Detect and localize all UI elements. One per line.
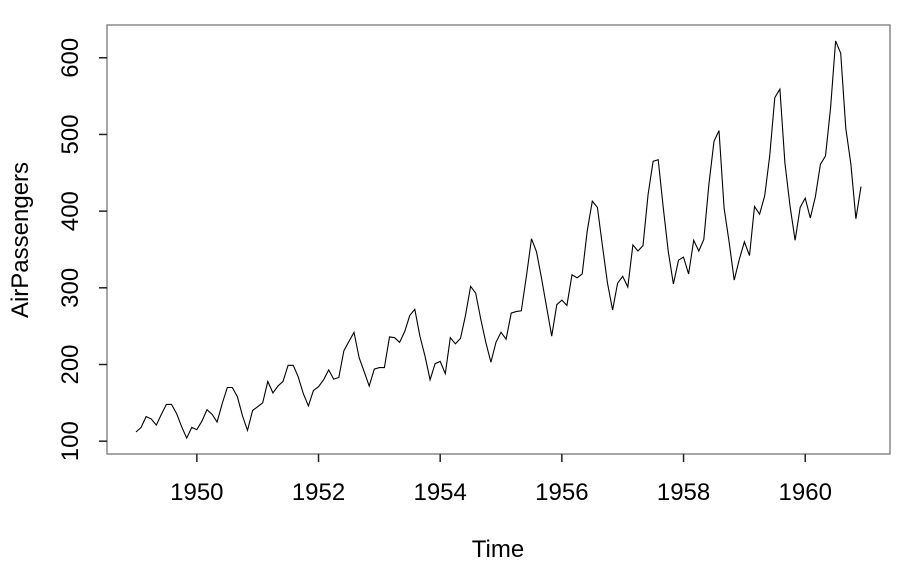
x-tick-label: 1952 [292, 479, 345, 506]
y-tick-label: 300 [57, 268, 84, 308]
x-tick-label: 1950 [170, 479, 223, 506]
y-tick-label: 500 [57, 114, 84, 154]
x-axis-title: Time [472, 536, 524, 563]
data-series [135, 40, 862, 440]
series-line [135, 40, 862, 440]
y-axis: 100 200 300 400 500 600 [57, 38, 107, 461]
y-tick-label: 100 [57, 421, 84, 461]
y-tick-label: 600 [57, 38, 84, 78]
x-tick-label: 1954 [413, 479, 466, 506]
x-tick-label: 1956 [535, 479, 588, 506]
plot-box [106, 24, 891, 455]
y-tick-label: 200 [57, 344, 84, 384]
y-tick-label: 400 [57, 191, 84, 231]
x-tick-label: 1958 [657, 479, 710, 506]
x-axis: 1950 1952 1954 1956 1958 1960 [170, 454, 832, 506]
x-tick-label: 1960 [779, 479, 832, 506]
y-axis-title: AirPassengers [7, 162, 34, 318]
